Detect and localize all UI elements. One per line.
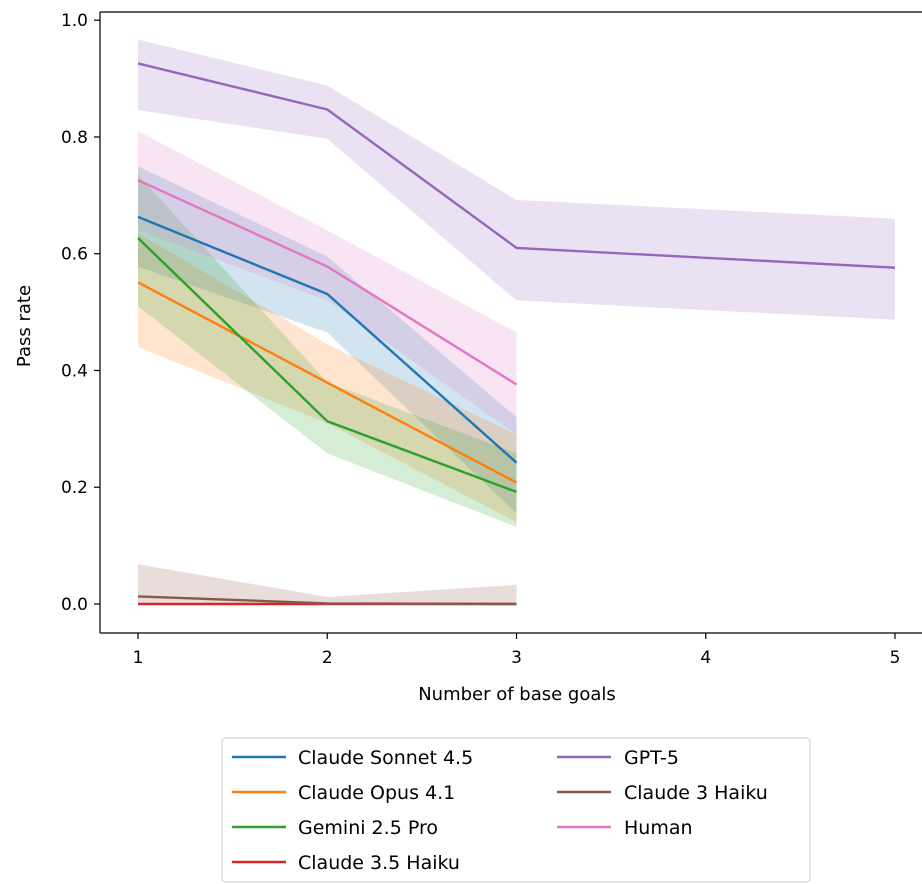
legend-label-claude-opus-4-1: Claude Opus 4.1 bbox=[298, 782, 455, 804]
line-claude-sonnet-4-5 bbox=[137, 215, 518, 464]
band-human bbox=[138, 131, 517, 435]
legend: Claude Sonnet 4.5 Claude Opus 4.1 Gemini 2… bbox=[221, 737, 811, 883]
x-ticks: 1 2 3 4 5 bbox=[133, 633, 901, 668]
legend-label-gpt-5: GPT-5 bbox=[624, 747, 679, 769]
band-claude-sonnet-4-5 bbox=[138, 166, 517, 514]
y-tick-label: 0.2 bbox=[61, 478, 88, 498]
line-gemini-2-5-pro bbox=[137, 237, 517, 494]
line-claude-opus-4-1 bbox=[137, 281, 518, 484]
line-gpt-5 bbox=[137, 62, 896, 269]
line-human bbox=[137, 179, 518, 386]
series-lines bbox=[137, 62, 896, 606]
y-tick-label: 1.0 bbox=[61, 11, 88, 31]
y-tick-label: 0.0 bbox=[61, 595, 88, 615]
y-tick-label: 0.6 bbox=[61, 245, 88, 265]
axes bbox=[99, 11, 922, 634]
confidence-bands bbox=[138, 39, 895, 604]
y-tick-label: 0.4 bbox=[61, 361, 88, 381]
x-axis-label: Number of base goals bbox=[418, 684, 616, 705]
legend-label-claude-3-haiku: Claude 3 Haiku bbox=[624, 782, 768, 804]
x-tick-label: 5 bbox=[890, 648, 901, 668]
x-tick-label: 3 bbox=[511, 648, 522, 668]
legend-label-gemini-2-5-pro: Gemini 2.5 Pro bbox=[298, 817, 438, 839]
line-claude-3-haiku bbox=[137, 595, 517, 606]
legend-label-claude-sonnet-4-5: Claude Sonnet 4.5 bbox=[298, 747, 473, 769]
x-tick-label: 1 bbox=[133, 648, 144, 668]
legend-label-claude-3-5-haiku: Claude 3.5 Haiku bbox=[298, 852, 460, 874]
x-tick-label: 4 bbox=[700, 648, 711, 668]
band-claude-3-haiku bbox=[138, 564, 517, 604]
legend-label-human: Human bbox=[624, 817, 693, 839]
y-tick-label: 0.8 bbox=[61, 128, 88, 148]
band-claude-opus-4-1 bbox=[138, 233, 517, 523]
legend-frame bbox=[221, 737, 811, 883]
band-gemini-2-5-pro bbox=[138, 174, 517, 527]
x-tick-label: 2 bbox=[322, 648, 333, 668]
y-axis-label: Pass rate bbox=[14, 285, 35, 367]
y-ticks: 0.0 0.2 0.4 0.6 0.8 1.0 bbox=[61, 11, 100, 615]
